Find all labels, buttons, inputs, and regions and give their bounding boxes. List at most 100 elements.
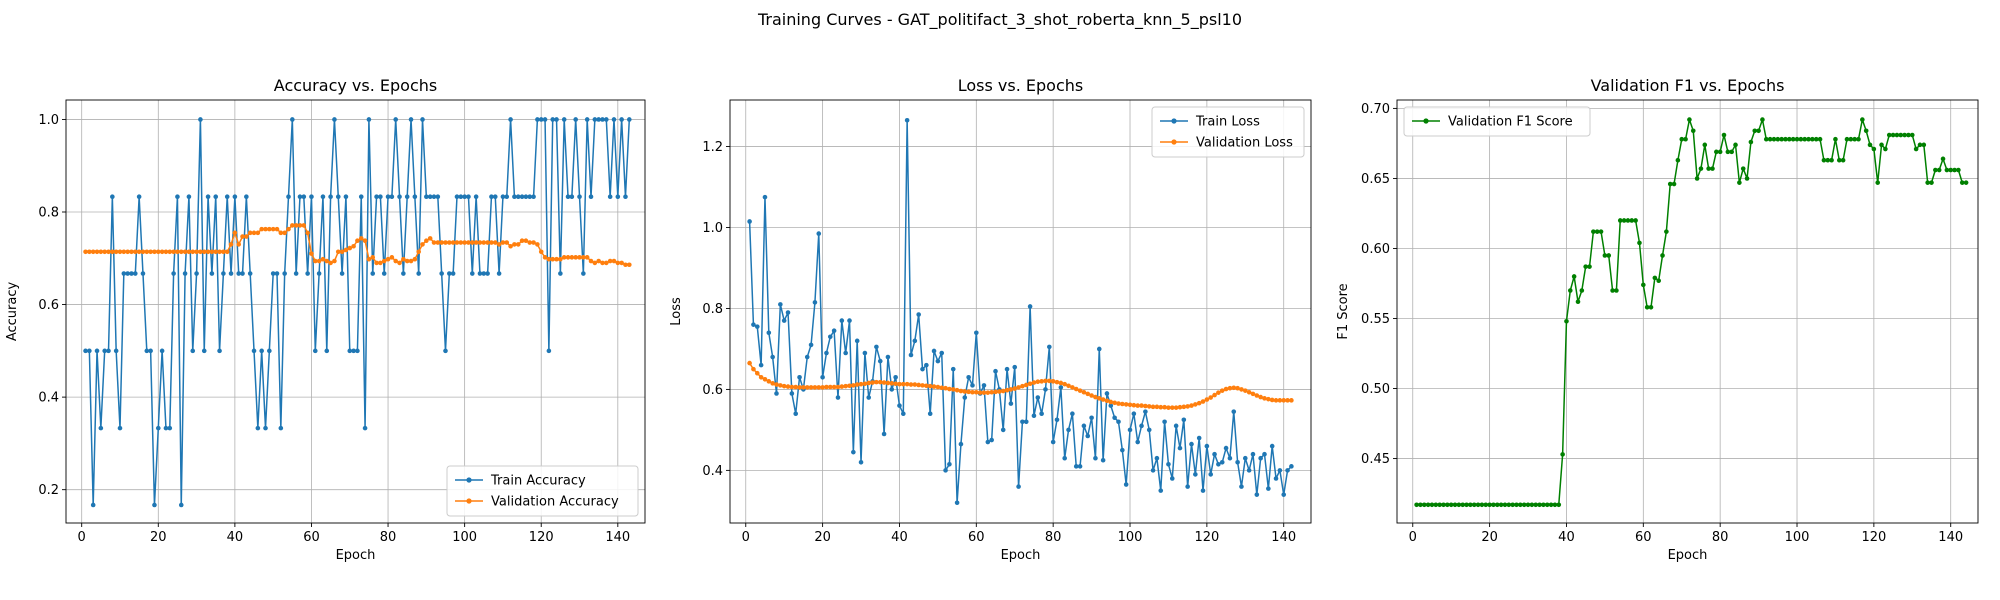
data-point xyxy=(1425,502,1431,508)
data-point xyxy=(163,425,169,431)
data-point xyxy=(133,249,138,255)
x-tick-label: 60 xyxy=(303,530,320,545)
data-point xyxy=(1112,415,1117,421)
data-point xyxy=(912,382,918,387)
data-point xyxy=(301,223,307,228)
x-tick-label: 140 xyxy=(1271,530,1296,545)
data-point xyxy=(897,381,902,387)
data-point xyxy=(408,258,414,264)
data-point xyxy=(1502,502,1508,508)
data-point xyxy=(420,242,425,247)
data-point xyxy=(1779,136,1784,142)
data-point xyxy=(240,271,245,276)
data-point xyxy=(454,240,460,245)
data-point xyxy=(129,249,134,255)
data-point xyxy=(561,255,567,260)
data-point xyxy=(1675,157,1681,163)
data-point xyxy=(1050,439,1056,445)
data-point xyxy=(328,260,333,266)
data-point xyxy=(1598,229,1604,234)
x-tick-label: 0 xyxy=(742,530,750,545)
data-point xyxy=(1514,502,1519,508)
data-point xyxy=(1269,443,1275,449)
data-point xyxy=(1158,404,1164,410)
data-point xyxy=(1883,146,1888,152)
data-point xyxy=(512,194,517,200)
data-point xyxy=(1096,346,1102,352)
data-point xyxy=(901,411,906,417)
data-point xyxy=(1752,128,1758,134)
data-point xyxy=(535,242,540,247)
data-point xyxy=(473,240,479,245)
data-point xyxy=(1043,378,1048,384)
data-point xyxy=(447,240,452,245)
data-point xyxy=(820,374,825,380)
data-point xyxy=(1120,447,1125,453)
data-point xyxy=(1660,253,1665,258)
data-point xyxy=(1100,457,1106,463)
data-point xyxy=(1637,240,1642,246)
data-point xyxy=(263,425,268,431)
data-point xyxy=(113,249,119,255)
series-validation-accuracy xyxy=(83,223,632,268)
data-point xyxy=(1246,468,1252,473)
data-point xyxy=(881,380,887,385)
data-point xyxy=(297,194,303,200)
legend-swatch-marker xyxy=(1171,118,1177,124)
data-point xyxy=(584,117,590,122)
data-point xyxy=(1591,229,1596,234)
data-point xyxy=(619,260,624,266)
data-point xyxy=(217,348,222,354)
data-point xyxy=(581,255,586,260)
data-point xyxy=(416,271,421,276)
data-point xyxy=(393,258,399,264)
data-point xyxy=(1085,433,1091,439)
data-point xyxy=(182,271,188,276)
data-point xyxy=(267,226,272,232)
data-point xyxy=(1219,388,1225,393)
data-point xyxy=(439,240,444,245)
data-point xyxy=(931,384,937,389)
data-point xyxy=(592,260,598,266)
data-point xyxy=(221,249,226,255)
data-point xyxy=(1266,396,1271,402)
data-point xyxy=(144,348,150,354)
data-point xyxy=(1058,380,1064,386)
data-point xyxy=(1790,136,1796,142)
y-tick-label: 1.2 xyxy=(702,140,723,155)
data-point xyxy=(1104,398,1110,404)
data-point xyxy=(351,243,356,249)
data-point xyxy=(843,350,848,356)
data-point xyxy=(1077,464,1083,469)
data-point xyxy=(102,348,107,354)
data-point xyxy=(232,230,238,236)
data-point xyxy=(881,431,887,437)
data-point xyxy=(854,382,860,387)
data-point xyxy=(366,256,372,262)
data-point xyxy=(1836,157,1842,163)
x-tick-label: 0 xyxy=(78,530,86,545)
data-point xyxy=(1933,167,1938,173)
data-point xyxy=(1166,405,1171,410)
data-point xyxy=(581,271,586,276)
data-point xyxy=(332,117,337,122)
data-point xyxy=(1258,455,1263,461)
data-point xyxy=(255,425,261,431)
data-point xyxy=(1143,409,1148,414)
data-point xyxy=(1016,385,1021,390)
data-point xyxy=(175,249,180,255)
data-point xyxy=(1189,403,1194,408)
data-point xyxy=(778,383,783,388)
data-point xyxy=(324,258,330,264)
data-point xyxy=(1610,288,1615,293)
data-point xyxy=(1185,404,1190,409)
data-point xyxy=(1266,486,1271,491)
legend-frame xyxy=(1151,106,1305,158)
data-point xyxy=(1571,274,1577,279)
data-point xyxy=(789,391,795,396)
data-point xyxy=(1802,136,1807,142)
data-point xyxy=(481,271,487,276)
y-tick-label: 0.70 xyxy=(1361,102,1390,117)
data-point xyxy=(278,230,284,236)
data-point xyxy=(362,238,368,243)
